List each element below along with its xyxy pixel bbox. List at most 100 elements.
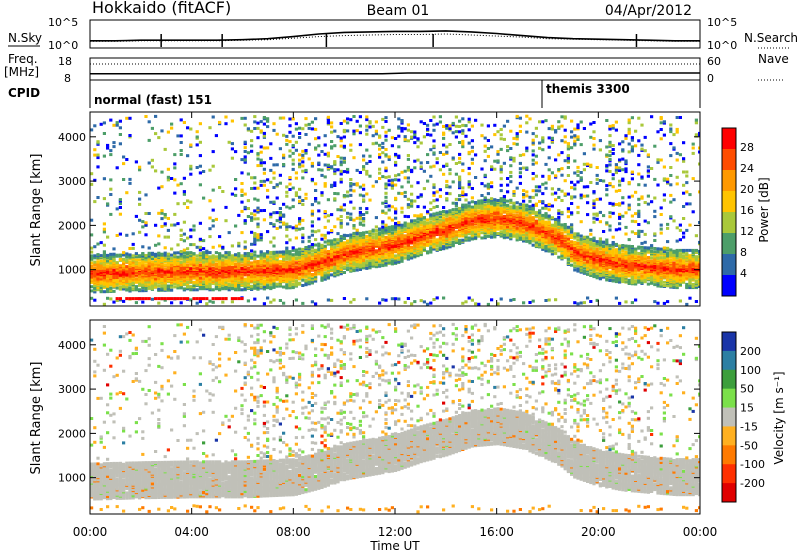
- power-cell: [349, 235, 353, 239]
- power-cell: [147, 138, 151, 142]
- power-cell: [211, 150, 215, 154]
- power-cell: [406, 123, 410, 127]
- power-cell: [285, 283, 289, 287]
- power-cell: [314, 182, 318, 186]
- power-cell: [294, 127, 298, 131]
- power-cell: [330, 213, 334, 217]
- power-cell: [451, 121, 455, 125]
- power-cell: [454, 162, 458, 165]
- power-cell: [141, 245, 145, 249]
- power-cell: [506, 119, 510, 123]
- power-cell: [310, 164, 314, 168]
- power-cell: [240, 269, 244, 273]
- power-cell: [269, 142, 273, 146]
- power-cell: [387, 179, 391, 183]
- power-cell: [237, 283, 241, 286]
- power-cell: [230, 147, 234, 151]
- power-cell: [470, 213, 474, 217]
- power-cell: [208, 299, 212, 303]
- power-cell: [259, 209, 263, 213]
- power-cell: [208, 263, 212, 267]
- power-cell: [96, 156, 100, 160]
- power-cell: [426, 153, 430, 157]
- power-cell: [384, 195, 388, 199]
- power-cell: [442, 218, 446, 222]
- power-cell: [125, 265, 129, 269]
- power-cell: [502, 214, 506, 218]
- power-cell: [458, 130, 462, 134]
- power-cell: [234, 187, 238, 191]
- noise-left-tick-bottom: 10^0: [48, 39, 78, 52]
- power-cell: [320, 168, 324, 172]
- power-cell: [90, 246, 94, 250]
- power-cell: [294, 283, 298, 287]
- power-cell: [282, 221, 286, 225]
- power-cell: [192, 256, 196, 260]
- power-cell: [141, 263, 145, 267]
- power-cell: [342, 236, 346, 239]
- power-cell: [522, 237, 526, 241]
- power-cell: [323, 244, 327, 248]
- power-cell: [189, 243, 193, 247]
- power-cell: [150, 281, 154, 285]
- power-cell: [390, 205, 394, 209]
- power-cell: [499, 189, 503, 193]
- power-cell: [195, 135, 199, 139]
- power-cell: [275, 250, 279, 254]
- power-cell: [278, 213, 282, 217]
- power-cell: [355, 268, 359, 272]
- power-cell: [499, 297, 503, 301]
- power-cell: [368, 125, 372, 129]
- power-cell: [298, 276, 302, 280]
- power-cell: [499, 215, 503, 219]
- power-cell: [451, 237, 455, 241]
- power-cell: [170, 256, 174, 260]
- power-cell: [323, 215, 327, 219]
- power-cell: [458, 206, 462, 210]
- power-cell: [442, 221, 446, 225]
- power-cell: [253, 120, 257, 124]
- power-cell: [522, 301, 526, 305]
- power-cell: [339, 272, 343, 276]
- power-cell: [525, 231, 529, 235]
- power-cell: [333, 264, 337, 268]
- power-cell: [323, 152, 327, 156]
- power-cell: [294, 298, 298, 302]
- power-cell: [285, 190, 289, 194]
- power-cell: [230, 244, 234, 248]
- power-cell: [490, 231, 494, 235]
- power-cell: [448, 212, 452, 216]
- power-cell: [336, 155, 340, 158]
- power-cell: [227, 140, 231, 144]
- power-cell: [253, 197, 257, 201]
- power-cell: [288, 140, 292, 144]
- power-cell: [253, 234, 257, 238]
- power-cell: [214, 274, 218, 278]
- power-cell: [461, 131, 465, 135]
- power-cell: [307, 157, 311, 161]
- power-cell: [163, 251, 167, 255]
- power-cell: [109, 297, 113, 301]
- power-cell: [278, 299, 282, 302]
- power-cell: [387, 158, 391, 161]
- power-cell: [166, 217, 170, 220]
- power-cell: [109, 149, 113, 153]
- power-cell: [458, 152, 462, 156]
- power-cell: [102, 177, 106, 181]
- power-cell: [288, 130, 292, 134]
- power-cell: [301, 240, 305, 244]
- power-cell: [90, 296, 94, 300]
- power-cell: [266, 250, 270, 254]
- power-cell: [490, 209, 494, 213]
- power-cell: [374, 242, 378, 246]
- power-cell: [358, 185, 362, 189]
- power-cell: [381, 209, 385, 213]
- power-cell: [262, 218, 266, 222]
- power-cell: [390, 244, 394, 248]
- power-cell: [394, 207, 398, 211]
- power-cell: [451, 211, 455, 215]
- power-cell: [387, 230, 391, 233]
- power-cell: [224, 122, 228, 126]
- power-cell: [512, 223, 516, 226]
